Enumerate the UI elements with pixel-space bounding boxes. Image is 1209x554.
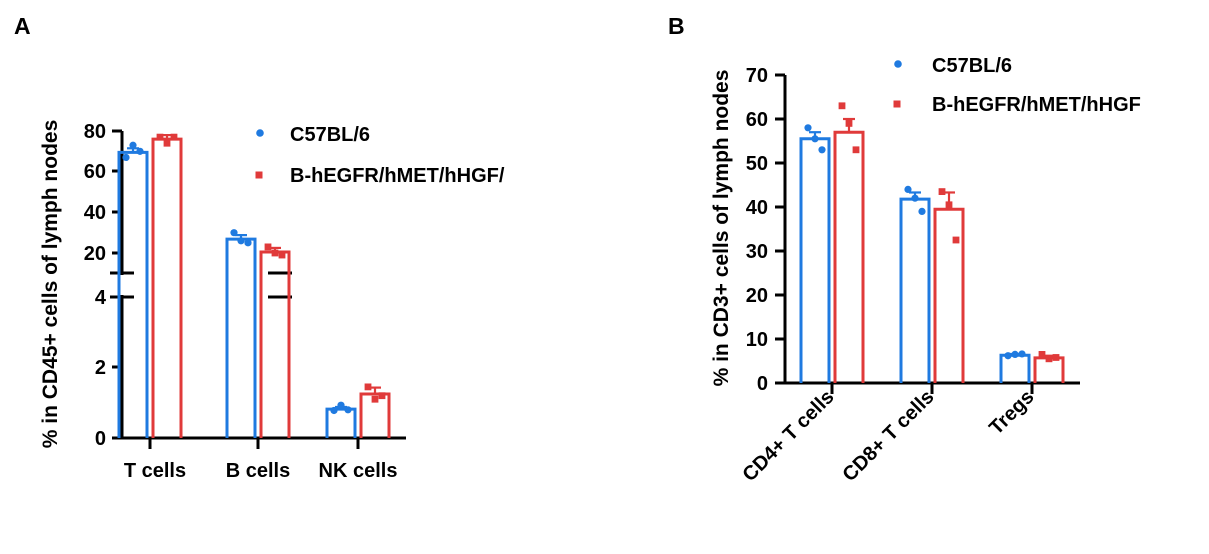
legend-marker-c57bl6: [894, 60, 902, 68]
panel-a-ytick-label: 40: [84, 202, 106, 224]
panel-a-data-marks: [117, 133, 391, 438]
panel-b-data-point: [852, 146, 860, 154]
panel-b-data-point: [1038, 351, 1046, 358]
panel-a-ytick-label: 60: [84, 161, 106, 183]
panel-b-y-axis-label: % in CD3+ cells of lymph nodes: [710, 70, 733, 387]
panel-label-a: A: [14, 13, 31, 39]
panel-a-data-point: [378, 392, 386, 400]
panel-b-ytick-label: 70: [746, 65, 768, 87]
panel-a-data-point: [163, 139, 171, 147]
panel-b-data-marks: [799, 102, 1065, 383]
panel-a-tick-labels: 80 60 40 20 4 2 0 T cells B cells NK cel…: [84, 121, 398, 482]
panel-b-data-point: [918, 207, 926, 215]
panel-a-xtick-label: NK cells: [319, 460, 398, 482]
legend-label-c57bl6: C57BL/6: [932, 55, 1012, 77]
panel-b-data-point: [938, 188, 946, 195]
panel-a-data-point: [364, 383, 372, 391]
panel-a-ytick-label: 0: [95, 428, 106, 450]
panel-a-ytick-label: 20: [84, 243, 106, 265]
panel-b-data-point: [952, 236, 960, 244]
panel-b-ytick-label: 0: [757, 373, 768, 395]
panel-a-xtick-label: B cells: [226, 460, 290, 482]
panel-b-xtick-label: CD4+ T cells: [738, 386, 838, 486]
panel-a-data-point: [271, 249, 279, 257]
panel-b-data-point: [904, 185, 912, 193]
panel-a-data-point: [122, 153, 130, 162]
panel-b-data-point: [1011, 350, 1019, 358]
panel-a-data-point: [344, 406, 352, 414]
panel-b-data-point: [818, 146, 826, 154]
panel-b-ytick-label: 10: [746, 329, 768, 351]
panel-b-data-point: [845, 120, 853, 127]
panel-b-ytick-label: 60: [746, 109, 768, 131]
panel-a-data-point: [136, 147, 144, 155]
panel-b-legend: C57BL/6 B-hEGFR/hMET/hHGF: [893, 55, 1141, 116]
legend-marker-humanized: [255, 171, 263, 179]
panel-a-ytick-label: 80: [84, 121, 106, 143]
legend-label-c57bl6: C57BL/6: [290, 124, 370, 146]
panel-a-data-point: [230, 229, 238, 237]
legend-label-humanized: B-hEGFR/hMET/hHGF/: [290, 165, 505, 187]
panel-a-data-point: [278, 251, 286, 259]
panel-b-xtick-label: Tregs: [985, 386, 1038, 439]
panel-a-legend: C57BL/6 B-hEGFR/hMET/hHGF/: [255, 124, 505, 187]
panel-label-b: B: [668, 13, 685, 39]
panel-a-ytick-label: 2: [95, 357, 106, 379]
panel-b-ytick-label: 50: [746, 153, 768, 175]
panel-a-data-point: [170, 133, 178, 141]
panel-b-data-point: [811, 135, 819, 143]
panel-a-data-point: [244, 239, 252, 247]
panel-a-data-point: [371, 395, 379, 403]
panel-b-data-point: [945, 201, 953, 209]
panel-b-y-ticks: 0 10 20 30 40 50 60 70: [746, 65, 785, 395]
panel-b-ytick-label: 40: [746, 197, 768, 219]
panel-a-ytick-label: 4: [95, 287, 107, 309]
panel-a-data-point: [264, 243, 272, 251]
panel-b-data-point: [911, 194, 919, 202]
legend-label-humanized: B-hEGFR/hMET/hHGF: [932, 94, 1141, 116]
panel-b-ytick-label: 20: [746, 285, 768, 307]
legend-marker-c57bl6: [256, 129, 264, 137]
panel-b-x-tick-labels: CD4+ T cells CD8+ T cells Tregs: [738, 386, 1038, 486]
panel-a-data-point: [129, 141, 137, 149]
panel-b-data-point: [1018, 350, 1026, 358]
panel-b-data-point: [804, 124, 812, 132]
panel-b-data-point: [1045, 355, 1053, 363]
panel-a-xtick-label: T cells: [124, 460, 186, 482]
panel-a-data-point: [156, 133, 164, 141]
panel-b-data-point: [1052, 354, 1060, 361]
panel-b-data-point: [838, 102, 846, 110]
panel-b-data-point: [1004, 352, 1012, 360]
legend-marker-humanized: [893, 100, 901, 108]
panel-a-data-point: [337, 401, 345, 409]
panel-a-y-axis-label: % in CD45+ cells of lymph nodes: [39, 120, 62, 449]
panel-b-xtick-label: CD8+ T cells: [838, 386, 938, 486]
panel-a-data-point: [330, 406, 338, 415]
panel-a-data-point: [237, 237, 245, 245]
panel-b-ytick-label: 30: [746, 241, 768, 263]
